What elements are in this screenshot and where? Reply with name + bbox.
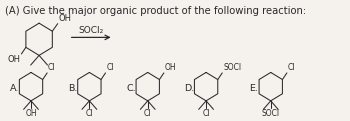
Text: (A) Give the major organic product of the following reaction:: (A) Give the major organic product of th… (5, 6, 306, 16)
Text: C.: C. (126, 84, 136, 93)
Text: SOCl: SOCl (223, 63, 241, 72)
Text: OH: OH (25, 109, 37, 118)
Text: E.: E. (249, 84, 258, 93)
Text: B.: B. (68, 84, 77, 93)
Text: D.: D. (184, 84, 195, 93)
Text: Cl: Cl (144, 109, 152, 118)
Text: SOCl: SOCl (262, 109, 280, 118)
Text: Cl: Cl (288, 63, 295, 72)
Text: OH: OH (58, 14, 72, 23)
Text: A.: A. (9, 84, 19, 93)
Text: OH: OH (7, 55, 21, 64)
Text: SOCl₂: SOCl₂ (78, 26, 104, 34)
Text: Cl: Cl (48, 63, 56, 72)
Text: Cl: Cl (106, 63, 114, 72)
Text: Cl: Cl (202, 109, 210, 118)
Text: Cl: Cl (86, 109, 93, 118)
Text: OH: OH (165, 63, 176, 72)
